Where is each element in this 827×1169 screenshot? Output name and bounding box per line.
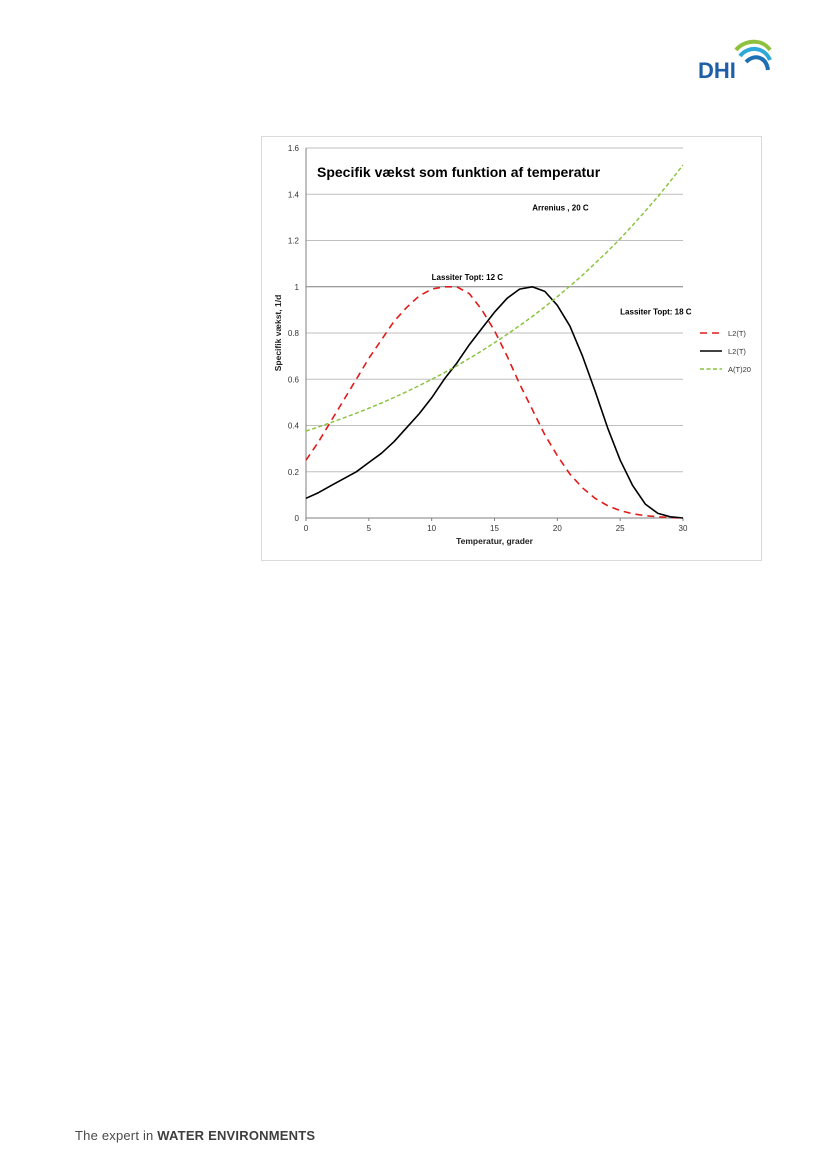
y-tick-label: 0.2	[288, 468, 300, 477]
x-tick-label: 5	[367, 524, 372, 533]
y-tick-label: 0.6	[288, 375, 300, 384]
x-axis-title: Temperatur, grader	[456, 536, 534, 546]
y-tick-label: 0.8	[288, 329, 300, 338]
legend-label: L2(T)	[728, 329, 746, 338]
logo-wave-blue-icon	[744, 55, 770, 71]
chart-annotation: Lassiter Topt: 12 C	[432, 273, 504, 282]
y-tick-label: 1.6	[288, 144, 300, 153]
logo-text: DHI	[698, 58, 736, 82]
series-line-3	[305, 164, 684, 432]
chart-title: Specifik vækst som funktion af temperatu…	[317, 164, 601, 180]
x-tick-label: 20	[553, 524, 562, 533]
x-tick-label: 15	[490, 524, 499, 533]
x-tick-label: 0	[304, 524, 309, 533]
y-tick-label: 0	[295, 514, 300, 523]
chart-frame: 0 0.2 0.4 0.6 0.8 1 1.2 1.4 1.6 0 5 10 15 20 25 30 Tempe…	[261, 136, 762, 561]
dhi-logo: DHI	[698, 39, 772, 82]
chart-annotation: Arrenius , 20 C	[532, 203, 589, 212]
footer-tagline: The expert in WATER ENVIRONMENTS	[75, 1128, 315, 1143]
y-tick-label: 1	[295, 283, 300, 292]
x-tick-label: 25	[616, 524, 625, 533]
logo-wave-lightblue-icon	[738, 47, 772, 61]
legend-label: L2(T)	[728, 347, 746, 356]
x-tick-label: 30	[679, 524, 688, 533]
y-tick-label: 1.2	[288, 237, 300, 246]
y-axis-title: Specifik vækst, 1/d	[273, 295, 283, 372]
series-line-1	[305, 286, 684, 519]
y-tick-label: 1.4	[288, 190, 300, 199]
growth-chart: 0 0.2 0.4 0.6 0.8 1 1.2 1.4 1.6 0 5 10 15 20 25 30 Tempe…	[273, 144, 751, 546]
footer-prefix: The expert in	[75, 1128, 158, 1143]
footer-emphasis: WATER ENVIRONMENTS	[157, 1128, 316, 1143]
logo-wave-green-icon	[734, 39, 772, 52]
y-tick-label: 0.4	[288, 422, 300, 431]
legend-label: A(T)20	[728, 365, 751, 374]
series-line-2	[305, 286, 684, 519]
chart-annotation: Lassiter Topt: 18 C	[620, 308, 692, 317]
x-tick-label: 10	[427, 524, 436, 533]
